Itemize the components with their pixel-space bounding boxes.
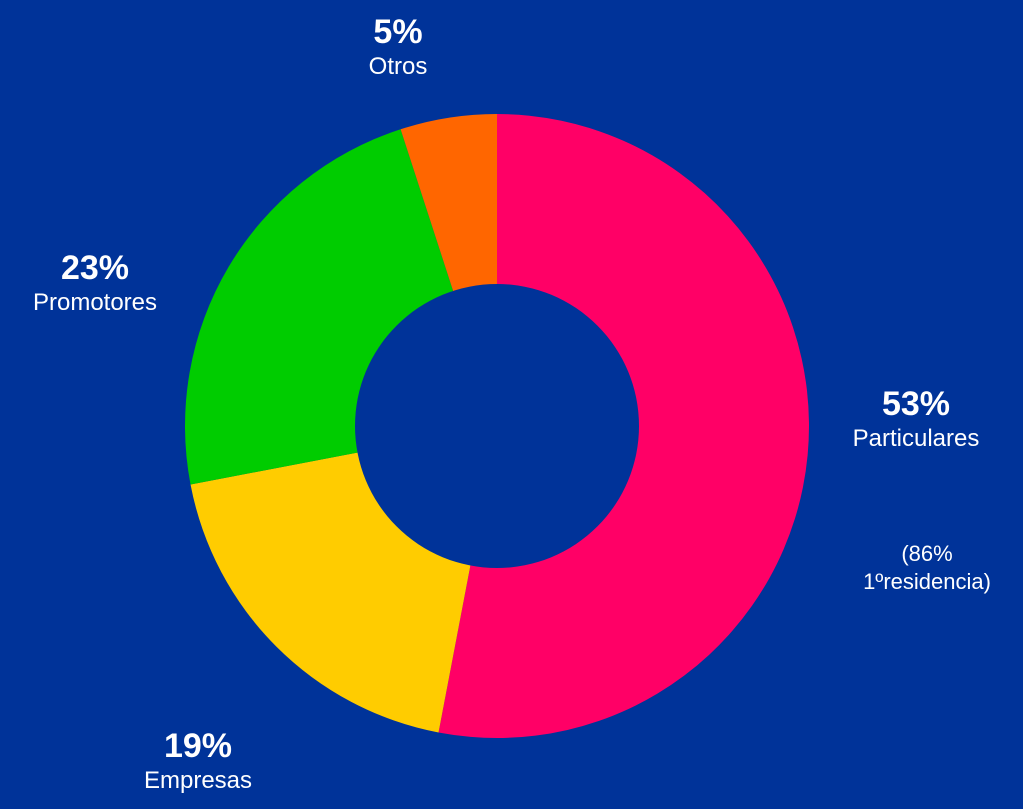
value-label-promotores: 23% — [60, 249, 130, 287]
note-particulares: (86% 1ºresidencia) — [863, 540, 991, 596]
category-label-promotores: Promotores — [32, 289, 158, 316]
label-particulares: 53% Particulares — [853, 384, 980, 454]
label-empresas: 19% Empresas — [144, 726, 252, 796]
category-label-otros: Otros — [368, 53, 428, 80]
value-label-particulares: 53% — [881, 385, 951, 423]
category-label-empresas: Empresas — [143, 767, 253, 794]
category-label-particulares: Particulares — [852, 425, 980, 452]
note-line-2: 1ºresidencia) — [863, 569, 991, 594]
label-otros: 5% Otros — [369, 12, 428, 82]
donut-hole — [355, 284, 639, 568]
value-label-otros: 5% — [373, 13, 423, 51]
note-line-1: (86% — [901, 541, 953, 566]
label-promotores: 23% Promotores — [33, 248, 157, 318]
value-label-empresas: 19% — [163, 727, 233, 765]
